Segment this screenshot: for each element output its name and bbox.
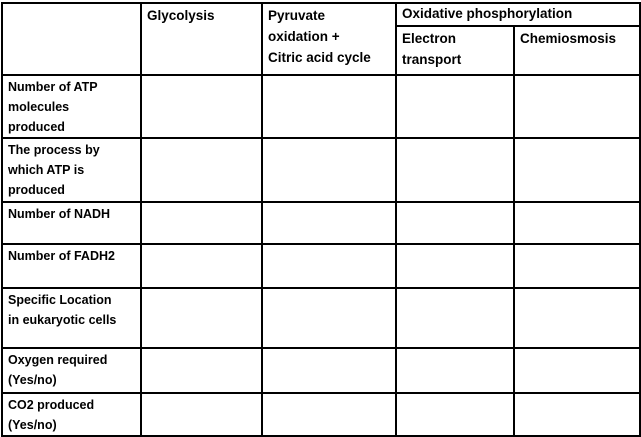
cell-co2-chemiosmosis[interactable]: [513, 392, 641, 437]
cell-atp-electron[interactable]: [395, 74, 515, 139]
cell-fadh2-pyruvate[interactable]: [261, 243, 397, 289]
cell-oxygen-chemiosmosis[interactable]: [513, 347, 641, 394]
cell-nadh-glycolysis[interactable]: [140, 201, 263, 245]
cell-location-chemiosmosis[interactable]: [513, 287, 641, 349]
header-electron-transport: Electron transport: [395, 25, 515, 76]
row-label-atp-produced: Number of ATP molecules produced: [1, 74, 142, 139]
cell-process-electron[interactable]: [395, 137, 515, 203]
header-row-sub: Electron transport Chemiosmosis: [2, 25, 641, 76]
row-label-atp-process: The process by which ATP is produced: [1, 137, 142, 203]
corner-cell: [1, 2, 142, 76]
cell-atp-glycolysis[interactable]: [140, 74, 263, 139]
table-row: Number of NADH: [1, 201, 641, 245]
cell-location-pyruvate[interactable]: [261, 287, 397, 349]
cell-oxygen-electron[interactable]: [395, 347, 515, 394]
cell-process-chemiosmosis[interactable]: [513, 137, 641, 203]
table-row: Oxygen required (Yes/no): [1, 347, 641, 394]
row-label-oxygen: Oxygen required (Yes/no): [1, 347, 142, 394]
header-pyruvate-citric: Pyruvate oxidation + Citric acid cycle: [261, 2, 397, 76]
cell-fadh2-chemiosmosis[interactable]: [513, 243, 641, 289]
cell-atp-chemiosmosis[interactable]: [513, 74, 641, 139]
cell-location-glycolysis[interactable]: [140, 287, 263, 349]
cell-co2-glycolysis[interactable]: [140, 392, 263, 437]
table-row: The process by which ATP is produced: [1, 137, 641, 203]
header-oxidative-phosphorylation: Oxidative phosphorylation: [395, 2, 641, 27]
cell-location-electron[interactable]: [395, 287, 515, 349]
table-row: Number of ATP molecules produced: [1, 74, 641, 139]
cell-fadh2-electron[interactable]: [395, 243, 515, 289]
table-row: Specific Location in eukaryotic cells: [1, 287, 641, 349]
cell-process-pyruvate[interactable]: [261, 137, 397, 203]
cell-oxygen-pyruvate[interactable]: [261, 347, 397, 394]
header-row-top: Glycolysis Pyruvate oxidation + Citric a…: [1, 2, 641, 76]
table-row: Number of FADH2: [1, 243, 641, 289]
cell-fadh2-glycolysis[interactable]: [140, 243, 263, 289]
cell-co2-electron[interactable]: [395, 392, 515, 437]
row-label-fadh2: Number of FADH2: [1, 243, 142, 289]
header-glycolysis: Glycolysis: [140, 2, 263, 76]
cell-nadh-chemiosmosis[interactable]: [513, 201, 641, 245]
cell-oxygen-glycolysis[interactable]: [140, 347, 263, 394]
cell-nadh-electron[interactable]: [395, 201, 515, 245]
cell-atp-pyruvate[interactable]: [261, 74, 397, 139]
cell-co2-pyruvate[interactable]: [261, 392, 397, 437]
row-label-co2: CO2 produced (Yes/no): [1, 392, 142, 437]
cell-nadh-pyruvate[interactable]: [261, 201, 397, 245]
row-label-nadh: Number of NADH: [1, 201, 142, 245]
table-row: CO2 produced (Yes/no): [1, 392, 641, 437]
cell-process-glycolysis[interactable]: [140, 137, 263, 203]
header-chemiosmosis: Chemiosmosis: [513, 25, 641, 76]
row-label-location: Specific Location in eukaryotic cells: [1, 287, 142, 349]
